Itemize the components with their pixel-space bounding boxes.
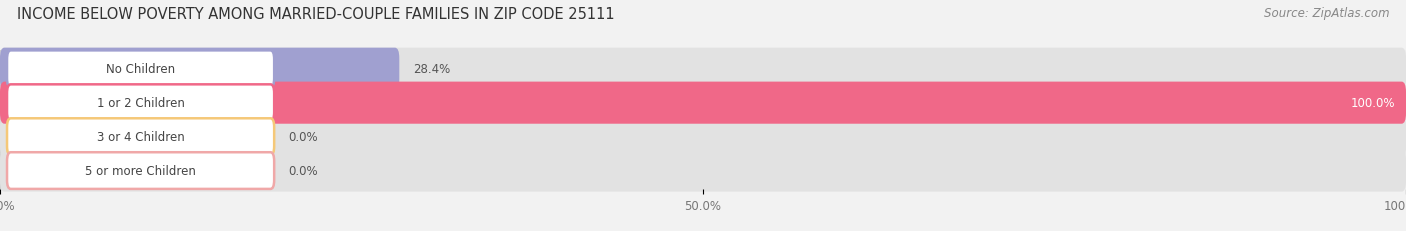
Text: 5 or more Children: 5 or more Children — [86, 164, 195, 177]
Text: Source: ZipAtlas.com: Source: ZipAtlas.com — [1264, 7, 1389, 20]
FancyBboxPatch shape — [0, 116, 1406, 158]
Text: 28.4%: 28.4% — [413, 63, 450, 76]
Text: 0.0%: 0.0% — [288, 131, 318, 143]
FancyBboxPatch shape — [0, 150, 1406, 192]
Text: 3 or 4 Children: 3 or 4 Children — [97, 131, 184, 143]
FancyBboxPatch shape — [7, 119, 274, 155]
FancyBboxPatch shape — [0, 82, 1406, 124]
FancyBboxPatch shape — [0, 49, 1406, 90]
Text: INCOME BELOW POVERTY AMONG MARRIED-COUPLE FAMILIES IN ZIP CODE 25111: INCOME BELOW POVERTY AMONG MARRIED-COUPL… — [17, 7, 614, 22]
FancyBboxPatch shape — [7, 51, 274, 88]
Text: 0.0%: 0.0% — [288, 164, 318, 177]
FancyBboxPatch shape — [7, 85, 274, 122]
FancyBboxPatch shape — [7, 152, 274, 189]
FancyBboxPatch shape — [0, 49, 399, 90]
Text: No Children: No Children — [105, 63, 176, 76]
Text: 100.0%: 100.0% — [1350, 97, 1395, 110]
FancyBboxPatch shape — [0, 82, 1406, 124]
Text: 1 or 2 Children: 1 or 2 Children — [97, 97, 184, 110]
